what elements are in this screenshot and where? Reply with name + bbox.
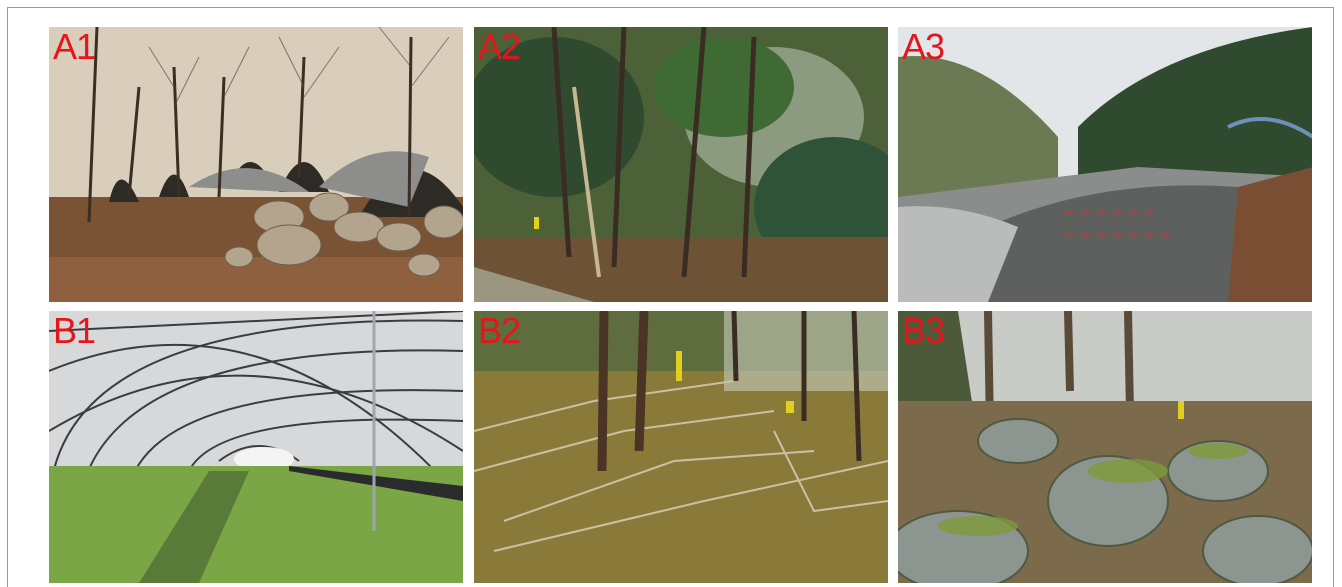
photo-panel: B3 xyxy=(898,311,1312,583)
panel-label: A2 xyxy=(478,27,520,67)
photo xyxy=(49,311,463,583)
panel-label: B1 xyxy=(53,311,95,351)
photo xyxy=(474,311,888,583)
photo: ~ ~ ~ ~ ~ ~ ~ ~ ~ ~ ~ ~ ~ xyxy=(898,27,1312,302)
panel-label: B3 xyxy=(902,311,944,351)
photo xyxy=(474,27,888,302)
panel-label: B2 xyxy=(478,311,520,351)
photo xyxy=(49,27,463,302)
photo-panel: A1 xyxy=(49,27,463,302)
photo-panel: ~ ~ ~ ~ ~ ~ ~ ~ ~ ~ ~ ~ ~ A3 xyxy=(898,27,1312,302)
panel-label: A1 xyxy=(53,27,95,67)
photo-panel: B1 xyxy=(49,311,463,583)
svg-text:~ ~ ~ ~ ~ ~ ~: ~ ~ ~ ~ ~ ~ ~ xyxy=(1063,227,1172,243)
photo-panel: A2 xyxy=(474,27,888,302)
svg-text:~ ~ ~ ~ ~ ~: ~ ~ ~ ~ ~ ~ xyxy=(1063,205,1156,221)
photo xyxy=(898,311,1312,583)
panel-label: A3 xyxy=(902,27,944,67)
photo-panel: B2 xyxy=(474,311,888,583)
